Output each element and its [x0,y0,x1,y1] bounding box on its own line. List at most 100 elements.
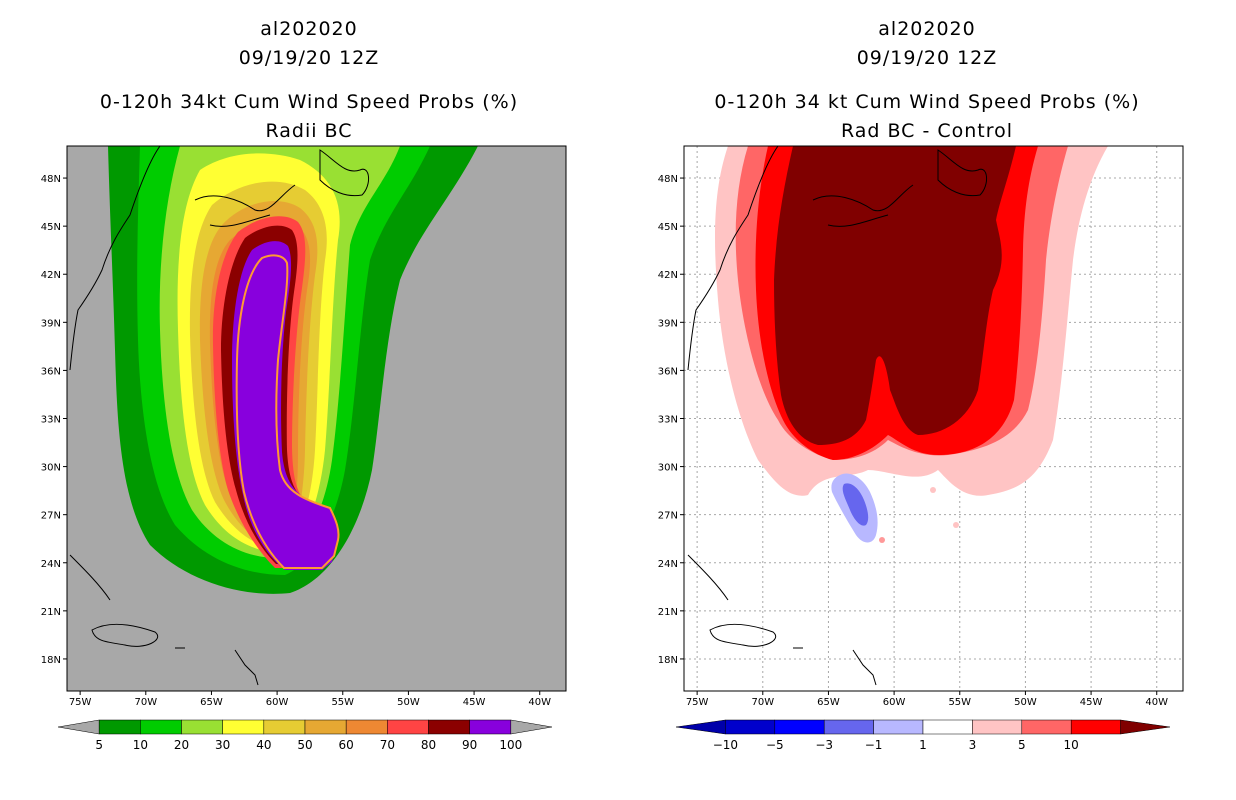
coastline-hispaniola [709,623,776,647]
title-storm-id: al202020 [878,18,976,40]
colorbar-label: −3 [815,738,833,752]
colorbar-segment [469,719,512,735]
title-experiment: Rad BC - Control [840,120,1014,142]
x-tick-label: 60W [883,697,906,708]
y-tick-label: 42N [41,270,61,281]
colorbar-segment [823,719,874,735]
y-tick-label: 36N [658,366,678,377]
y-tick-label: 30N [41,463,61,474]
colorbar-label: 1 [919,738,927,752]
x-tick-label: 40W [528,697,551,708]
contour-pos-10 [774,146,1016,445]
coastline-maritimes [812,184,914,227]
chart-svg: 75W 70W 65W 60W 55W 50W 45W 40W 48N 45N 42N 39N 36N 3… [658,145,1184,752]
colorbar-label: 5 [1018,738,1026,752]
colorbar-segment [222,719,265,735]
y-tick-label: 36N [41,366,61,377]
y-tick-label: 24N [41,559,61,570]
title-experiment: Radii BC [265,120,353,142]
colorbar-end-high [510,719,553,735]
x-tick-label: 50W [1014,697,1037,708]
x-tick-label: 60W [266,697,289,708]
x-tick-label: 40W [1145,697,1168,708]
colorbar-segment [725,719,776,735]
colorbar-segment [972,719,1023,735]
colorbar-segment [1021,719,1072,735]
y-tick-label: 18N [41,655,61,666]
coastline-hispaniola [91,623,158,647]
colorbar-label: 10 [133,738,148,752]
colorbar-label: 5 [95,738,103,752]
colorbar-segment [774,719,825,735]
colorbar-segment [304,719,347,735]
x-tick-label: 75W [69,697,92,708]
title-field: 0-120h 34 kt Cum Wind Speed Probs (%) [714,91,1140,113]
y-tick-label: 48N [658,174,678,185]
y-tick-label: 21N [41,607,61,618]
title-date: 09/19/20 12Z [238,47,380,69]
y-tick-label: 30N [658,463,678,474]
colorbar-label: −1 [865,738,883,752]
x-tick-label: 50W [397,697,420,708]
y-tick-label: 21N [658,607,678,618]
y-tick-label: 39N [658,318,678,329]
colorbar-label: 50 [297,738,312,752]
coastline-north-america [69,146,161,371]
x-tick-label: 70W [134,697,157,708]
colorbar-segment [181,719,223,735]
x-tick-label: 65W [817,697,840,708]
colorbar-label: 100 [499,738,522,752]
spot-pos-1 [930,487,936,493]
colorbar-segment [873,719,924,735]
y-tick-label: 24N [658,559,678,570]
axis-ticks: 75W 70W 65W 60W 55W 50W 45W 40W 48N 45N 42N 39N 36N 3… [41,174,551,708]
colorbar-segment [140,719,182,735]
colorbar-segment [263,719,306,735]
coastline-maritimes [194,184,296,227]
colorbar-label: 40 [256,738,271,752]
y-tick-label: 27N [658,511,678,522]
colorbar-segment [922,719,973,735]
coastline-newfoundland [937,149,987,197]
difference-contours [715,146,1108,543]
spot-pos-1b [953,522,959,528]
title-field: 0-120h 34kt Cum Wind Speed Probs (%) [99,91,519,113]
colorbar-end-low [57,719,100,735]
x-tick-label: 75W [686,697,709,708]
y-tick-label: 48N [41,174,61,185]
coastline [687,146,987,686]
y-tick-label: 27N [41,511,61,522]
x-tick-label: 45W [1080,697,1103,708]
x-tick-label: 55W [948,697,971,708]
colorbar-label: 90 [462,738,477,752]
colorbar-label: 60 [339,738,354,752]
y-tick-label: 39N [41,318,61,329]
spot-pos-3 [879,537,885,543]
colorbar: 5 10 20 30 40 50 60 70 80 90 100 [57,719,553,752]
colorbar-segment [387,719,429,735]
x-tick-label: 65W [200,697,223,708]
colorbar: −10 −5 −3 −1 1 3 5 10 [675,719,1171,752]
coastline-antilles [175,647,259,686]
coastline-newfoundland [319,149,369,197]
colorbar-label: −5 [766,738,784,752]
colorbar-end-high [1120,719,1171,735]
colorbar-label: 30 [215,738,230,752]
colorbar-segment [1070,719,1121,735]
colorbar-label: 70 [380,738,395,752]
axis-ticks: 75W 70W 65W 60W 55W 50W 45W 40W 48N 45N 42N 39N 36N 3… [658,174,1168,708]
y-tick-label: 18N [658,655,678,666]
colorbar-segment [345,719,388,735]
x-tick-label: 55W [331,697,354,708]
y-tick-label: 45N [41,222,61,233]
colorbar-label: 20 [174,738,189,752]
colorbar-label: 10 [1064,738,1079,752]
coastline-antilles [793,647,877,686]
probability-contours [108,146,478,594]
colorbar-label: 80 [421,738,436,752]
colorbar-segment [98,719,141,735]
y-tick-label: 45N [658,222,678,233]
title-date: 09/19/20 12Z [856,47,998,69]
coastline-cuba [687,554,729,601]
coastline [69,146,369,686]
